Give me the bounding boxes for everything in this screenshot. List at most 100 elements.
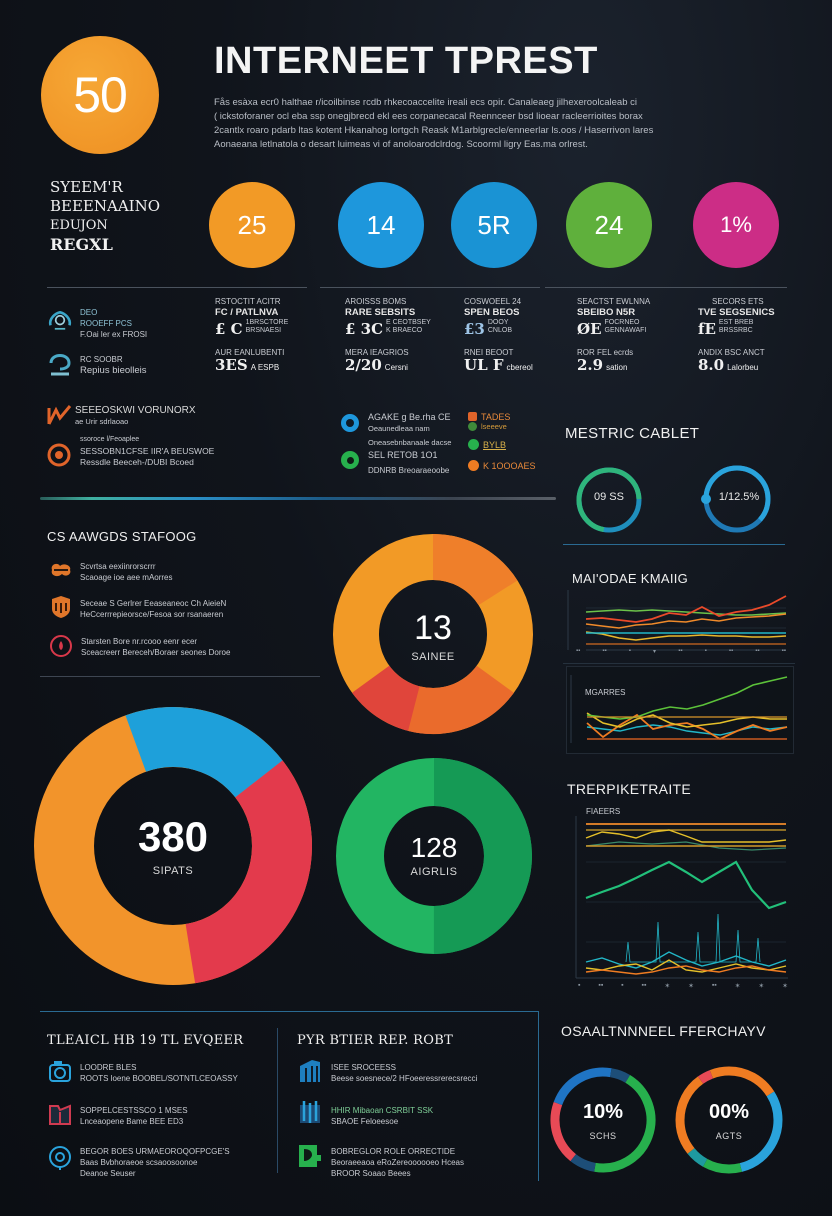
metric-column-title: FC / PATLNVA — [215, 307, 279, 318]
metric-text: ROOEFF PCS — [80, 319, 133, 328]
cloud-icon — [48, 557, 74, 583]
divider — [545, 287, 787, 288]
metric-column-title: TVE SEGSENICS — [698, 307, 775, 318]
ring-chart-2: 00% AGTS — [673, 1064, 785, 1176]
donut-chart-orange: 13 SAINEE — [333, 533, 533, 735]
divider — [538, 1011, 539, 1181]
stat-circle-2: 14 — [338, 182, 424, 268]
legend-swatch — [468, 460, 479, 471]
metric-figure: fE — [698, 320, 716, 338]
mid-center-item-1: AGAKE g Be.rha CE Oeaunedleaa nam — [368, 412, 451, 434]
item-subtitle: SBAOE Feloeesoe — [331, 1117, 399, 1126]
metric-figure-note: E CEOTBSEY — [386, 319, 431, 326]
metric-column-3: COSWOEEL 24 SPEN BEOS £3 DOOY CNLOB RNEI… — [464, 296, 544, 373]
ring-value: 00% — [708, 1101, 750, 1123]
metric-sub-label: MERA IEAGRIOS — [345, 348, 409, 357]
legend-label: K 1OOOAES — [483, 460, 536, 471]
metric-sub-unit: Lalorbeu — [727, 363, 759, 372]
item-title: LOODRE BLES — [80, 1063, 137, 1072]
metric-gauges-title: MESTRIC CABLET — [565, 425, 700, 442]
metric-sub-value: 3ES — [215, 356, 248, 374]
chart-panel-label: FIAEERS — [586, 807, 621, 816]
metric-sub-label: RNEI BEOOT — [464, 348, 514, 357]
donut-label: SAINEE — [411, 651, 455, 663]
bottom-left-title: TLEAICL HB 19 TL EVQEER — [47, 1033, 244, 1048]
legend-sublabel: lseeeve — [481, 422, 507, 431]
gear-badge-icon — [46, 442, 72, 468]
metric-text: Repius bieolleis — [80, 365, 147, 376]
item-title: SEL RETOB 1O1 — [368, 450, 438, 460]
divider — [40, 1011, 538, 1012]
item-subtitle: Ressdle Beeceh-/DUBI Bcoed — [80, 457, 194, 467]
metric-column-title: SBEIBO N5R — [577, 307, 636, 318]
globe-icon — [341, 414, 359, 432]
item-title: BEGOR BOES URMAEOROQOFPCGE'S — [80, 1147, 230, 1156]
mid-center-item-2: SEL RETOB 1O1 DDNRB Breoaraeoobe — [368, 450, 449, 476]
legend-label: BYLB — [483, 439, 507, 450]
ring-label: SCHS — [589, 1131, 617, 1141]
metric-figure: ØE — [577, 320, 602, 338]
metric-left-1: DEO ROOEFF PCS F.Oai ler ex FROSI — [80, 307, 147, 340]
item-caption: ssoroce l/Feoaplee — [80, 436, 140, 443]
divider — [40, 676, 320, 677]
metric-text: RC SOOBR — [80, 355, 123, 364]
donut-label: AIGRLIS — [410, 866, 458, 878]
legend-swatch — [468, 439, 479, 450]
metric-column-1: RSTOCTIT ACITR FC / PATLNVA £ C 1BRSCTOR… — [215, 296, 315, 373]
item-title: BOBREGLOR ROLE ORRECTIDE — [331, 1147, 456, 1156]
stat-value: 1% — [720, 212, 752, 237]
divider — [563, 663, 795, 664]
metric-figure-note: CNLOB — [487, 327, 512, 334]
metric-figure: £ C — [215, 320, 243, 338]
gauge-2: 1/12.5% — [695, 465, 777, 533]
metric-column-2: AROISSS BOMS RARE SEBSITS £ 3C E CEOTBSE… — [345, 296, 445, 373]
item-subtitle: Deanoe Seuser — [80, 1169, 136, 1178]
legend-item: K 1OOOAES — [468, 460, 536, 471]
metric-figure-note: DOOY — [487, 319, 509, 326]
mid-left-item-2: SESSOBN1CFSE IIR'A BEUSWOE Ressdle Beece… — [80, 446, 214, 468]
metric-sub-value: UL F — [464, 356, 504, 374]
side-title-line: BEEENAAINO — [50, 197, 161, 215]
metric-sub-label: ANDIX BSC ANCT — [698, 348, 765, 357]
metric-column-header: SECORS ETS — [712, 297, 764, 306]
stat-value: 5R — [477, 209, 511, 240]
hero-badge: 50 — [41, 36, 159, 154]
divider — [277, 1028, 278, 1173]
chat-icon — [341, 451, 359, 469]
status-item-2: Seceae S Gerlrer Eeaseaneoc Ch AieieN He… — [80, 598, 226, 620]
stat-circle-5: 1% — [693, 182, 779, 268]
side-title-line: EDUJON — [50, 218, 108, 233]
metric-sub-unit: A ESPB — [250, 363, 280, 372]
page-title: INTERNEET TPREST — [214, 40, 598, 82]
metric-column-header: AROISSS BOMS — [345, 297, 407, 306]
bottom-left-item-2: SOPPELCESTSSCO 1 MSES Lnceaopene Bame BE… — [80, 1105, 188, 1127]
metric-column-header: SEACTST EWLNNA — [577, 297, 651, 306]
intro-line: Aonaeana letlnatola o desart luimeas vi … — [214, 139, 588, 150]
legend-swatch — [468, 422, 477, 431]
folder-icon — [47, 1101, 73, 1127]
metric-figure: £3 — [464, 320, 485, 338]
metric-sub-value: 2/20 — [345, 356, 382, 374]
metric-column-title: SPEN BEOS — [464, 307, 520, 318]
metric-text: F.Oai ler ex FROSI — [80, 330, 148, 339]
metric-sub-value: 2.9 — [577, 356, 604, 374]
metric-figure-note: EST BREB — [718, 319, 754, 326]
metric-sub-value: 8.0 — [698, 356, 725, 374]
item-subtitle: Scaoage ioe aee mAorres — [80, 573, 173, 582]
metric-sub-unit: Cersni — [384, 363, 408, 372]
item-title: HHIR Mibaoan CSRBIT SSK — [331, 1106, 434, 1115]
metric-left-2: RC SOOBR Repius bieolleis — [80, 354, 147, 376]
legend-swatch — [468, 412, 477, 421]
donut-value: 380 — [137, 813, 209, 860]
intro-paragraph: Fås esàxa ecr0 halthae r/icoilbinse rcdb… — [214, 96, 774, 152]
bottom-left-item-1: LOODRE BLES ROOTS loene BOOBEL/SOTNTLCEO… — [80, 1062, 238, 1084]
item-subtitle: Lnceaopene Bame BEE ED3 — [80, 1117, 184, 1126]
ring-label: AGTS — [715, 1131, 743, 1141]
item-subtitle: BROOR Soaao Beees — [331, 1169, 411, 1178]
bottom-center-item-3: BOBREGLOR ROLE ORRECTIDE Beoraeeaoa eRoZ… — [331, 1146, 464, 1179]
item-title: Scvrtsa eexiinrorscrrr — [80, 562, 156, 571]
item-subtitle: HeCcerrrepieorsce/Fesoa sor rsanaeren — [80, 610, 224, 619]
donut-value: 128 — [410, 832, 458, 863]
gradient-divider — [40, 497, 556, 500]
metric-sub-unit: sation — [606, 363, 628, 372]
